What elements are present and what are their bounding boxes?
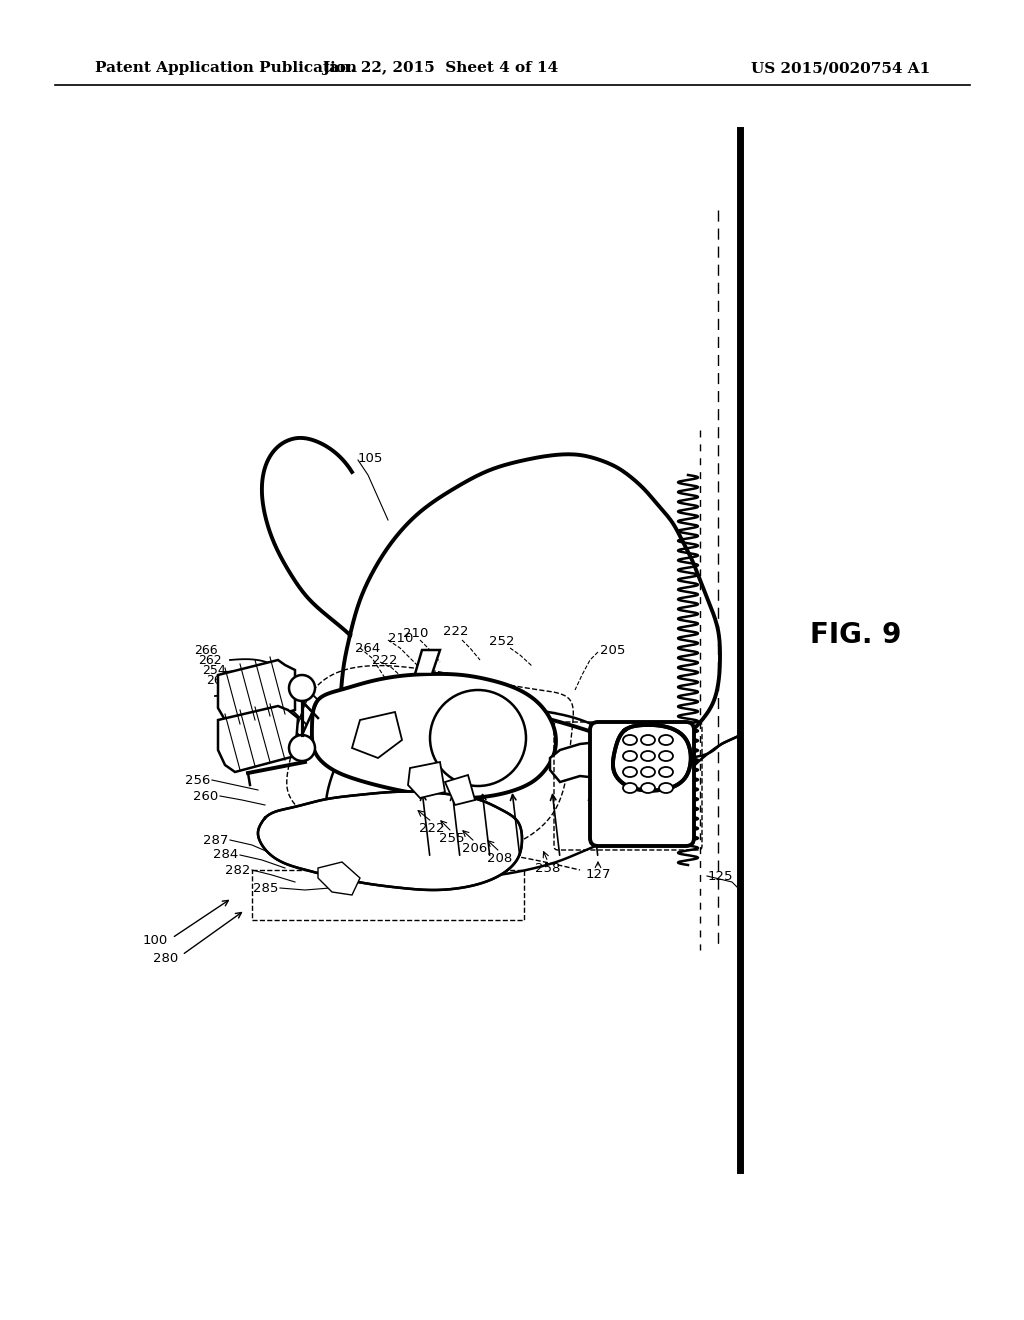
Text: 262: 262: [199, 653, 222, 667]
Polygon shape: [550, 742, 615, 781]
Ellipse shape: [623, 751, 637, 762]
Text: FIG. 9: FIG. 9: [810, 620, 901, 649]
Text: 105: 105: [358, 451, 383, 465]
Text: 208: 208: [487, 851, 513, 865]
Ellipse shape: [659, 735, 673, 744]
Ellipse shape: [659, 751, 673, 762]
Ellipse shape: [623, 767, 637, 777]
Polygon shape: [352, 711, 402, 758]
Text: 100: 100: [142, 933, 168, 946]
Polygon shape: [318, 862, 360, 895]
Text: 260: 260: [206, 673, 230, 686]
Text: 222: 222: [443, 624, 469, 638]
Text: 282: 282: [224, 863, 250, 876]
Text: 260: 260: [193, 789, 218, 803]
Polygon shape: [415, 649, 440, 675]
Polygon shape: [312, 675, 556, 799]
Circle shape: [430, 690, 526, 785]
Text: 205: 205: [600, 644, 626, 656]
Ellipse shape: [641, 751, 655, 762]
Text: 285: 285: [253, 882, 278, 895]
Circle shape: [289, 675, 315, 701]
Text: 284: 284: [213, 849, 238, 862]
Ellipse shape: [641, 783, 655, 793]
Text: 287: 287: [203, 833, 228, 846]
Polygon shape: [258, 792, 522, 890]
Text: 210: 210: [388, 631, 414, 644]
Text: 264: 264: [355, 642, 380, 655]
Text: Jan. 22, 2015  Sheet 4 of 14: Jan. 22, 2015 Sheet 4 of 14: [322, 61, 558, 75]
Ellipse shape: [659, 783, 673, 793]
Ellipse shape: [623, 783, 637, 793]
Text: 258: 258: [536, 862, 561, 874]
FancyBboxPatch shape: [590, 722, 694, 846]
Text: 266: 266: [195, 644, 218, 656]
Text: 280: 280: [153, 952, 178, 965]
Text: 254: 254: [203, 664, 226, 676]
Polygon shape: [613, 725, 691, 791]
Text: US 2015/0020754 A1: US 2015/0020754 A1: [751, 61, 930, 75]
Circle shape: [289, 735, 315, 762]
Ellipse shape: [641, 767, 655, 777]
Polygon shape: [218, 660, 295, 726]
Polygon shape: [408, 762, 445, 799]
Text: Patent Application Publication: Patent Application Publication: [95, 61, 357, 75]
Text: 252: 252: [489, 635, 515, 648]
Text: 206: 206: [463, 842, 487, 854]
Text: 222: 222: [372, 653, 397, 667]
Text: 210: 210: [403, 627, 429, 640]
Text: 255: 255: [439, 832, 465, 845]
Ellipse shape: [623, 735, 637, 744]
Ellipse shape: [641, 735, 655, 744]
Polygon shape: [445, 775, 475, 805]
Polygon shape: [218, 706, 298, 772]
Ellipse shape: [659, 767, 673, 777]
Text: 127: 127: [586, 867, 610, 880]
Text: 222: 222: [419, 821, 444, 834]
Text: 256: 256: [184, 774, 210, 787]
Text: 125: 125: [708, 870, 733, 883]
